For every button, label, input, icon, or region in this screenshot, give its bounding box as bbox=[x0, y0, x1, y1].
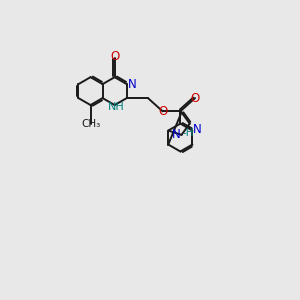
Text: N: N bbox=[128, 78, 136, 91]
Text: N: N bbox=[172, 128, 181, 141]
Text: NH: NH bbox=[108, 101, 124, 112]
Text: N: N bbox=[192, 123, 201, 136]
Text: CH₃: CH₃ bbox=[81, 119, 100, 129]
Text: -H: -H bbox=[182, 128, 194, 137]
Text: O: O bbox=[158, 105, 167, 118]
Text: O: O bbox=[190, 92, 200, 105]
Text: O: O bbox=[110, 50, 119, 63]
